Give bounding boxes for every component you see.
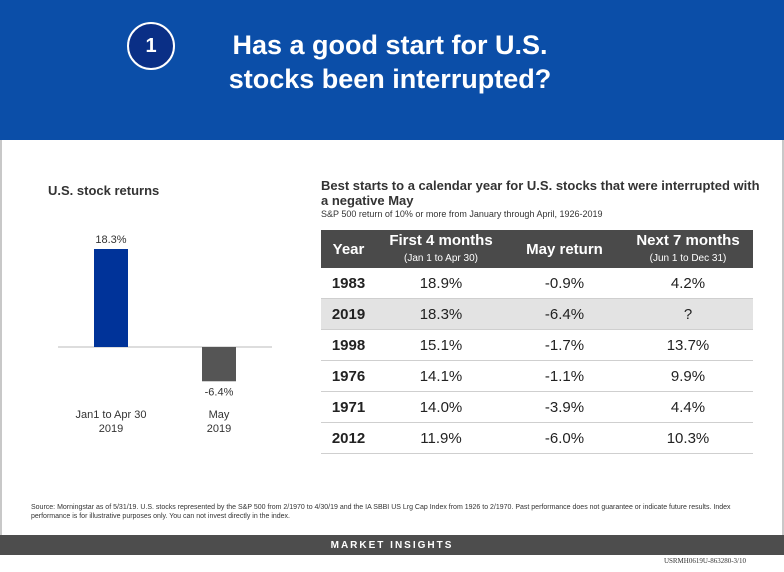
category-label: Jan1 to Apr 30 (76, 409, 147, 421)
cell-next7: 10.3% (623, 422, 753, 454)
cell-first4: 14.0% (376, 391, 506, 423)
cell-next7: 4.2% (623, 268, 753, 299)
cell-year: 2012 (321, 422, 376, 454)
left-border (0, 140, 2, 535)
cell-first4: 18.9% (376, 268, 506, 299)
cell-may: -1.7% (506, 329, 623, 361)
cell-year: 1998 (321, 329, 376, 361)
table-subtitle: S&P 500 return of 10% or more from Janua… (321, 209, 603, 219)
table-row: 1983 18.9% -0.9% 4.2% (321, 268, 753, 299)
bar-1 (94, 249, 128, 347)
table-row: 2012 11.9% -6.0% 10.3% (321, 422, 753, 454)
cell-first4: 14.1% (376, 360, 506, 392)
cell-first4: 11.9% (376, 422, 506, 454)
footer-label: MARKET INSIGHTS (330, 539, 454, 551)
bar-2 (202, 347, 236, 382)
cell-year: 1976 (321, 360, 376, 392)
cell-first4: 18.3% (376, 298, 506, 330)
cell-next7: 9.9% (623, 360, 753, 392)
table-row: 1998 15.1% -1.7% 13.7% (321, 329, 753, 361)
cell-next7: 4.4% (623, 391, 753, 423)
cell-may: -6.4% (506, 298, 623, 330)
cell-may: -1.1% (506, 360, 623, 392)
table-header-row: Year First 4 months (Jan 1 to Apr 30) Ma… (321, 230, 753, 268)
header-may-return: May return (506, 230, 623, 268)
cell-year: 1983 (321, 268, 376, 299)
document-code: USRMH0619U-863280-3/10 (663, 557, 746, 565)
table-row: 2019 18.3% -6.4% ? (321, 298, 753, 330)
bar-value-label: -6.4% (205, 386, 234, 398)
cell-may: -0.9% (506, 268, 623, 299)
cell-may: -3.9% (506, 391, 623, 423)
table-row: 1971 14.0% -3.9% 4.4% (321, 391, 753, 423)
table-row: 1976 14.1% -1.1% 9.9% (321, 360, 753, 392)
footer-bar: MARKET INSIGHTS (0, 535, 784, 555)
table-title: Best starts to a calendar year for U.S. … (321, 178, 760, 208)
header-next-7-months: Next 7 months (Jun 1 to Dec 31) (623, 230, 753, 268)
cell-next7: 13.7% (623, 329, 753, 361)
right-border (782, 140, 784, 535)
cell-may: -6.0% (506, 422, 623, 454)
best-starts-table: Year First 4 months (Jan 1 to Apr 30) Ma… (321, 230, 753, 454)
bar-value-label: 18.3% (95, 234, 126, 246)
cell-year: 2019 (321, 298, 376, 330)
category-label: 2019 (99, 423, 123, 435)
header-first-4-months: First 4 months (Jan 1 to Apr 30) (376, 230, 506, 268)
category-label: May (209, 409, 230, 421)
cell-year: 1971 (321, 391, 376, 423)
category-label: 2019 (207, 423, 231, 435)
cell-next7: ? (623, 298, 753, 330)
section-number-badge: 1 (127, 22, 175, 70)
chart-title: U.S. stock returns (48, 183, 160, 198)
returns-bar-chart: 18.3% Jan1 to Apr 30 2019 -6.4% May 2019 (58, 234, 272, 435)
cell-first4: 15.1% (376, 329, 506, 361)
source-note: Source: Morningstar as of 5/31/19. U.S. … (31, 504, 731, 520)
header-banner: 1 Has a good start for U.S. stocks been … (0, 0, 784, 140)
page-title: Has a good start for U.S. stocks been in… (228, 30, 552, 94)
header-year: Year (321, 230, 376, 268)
